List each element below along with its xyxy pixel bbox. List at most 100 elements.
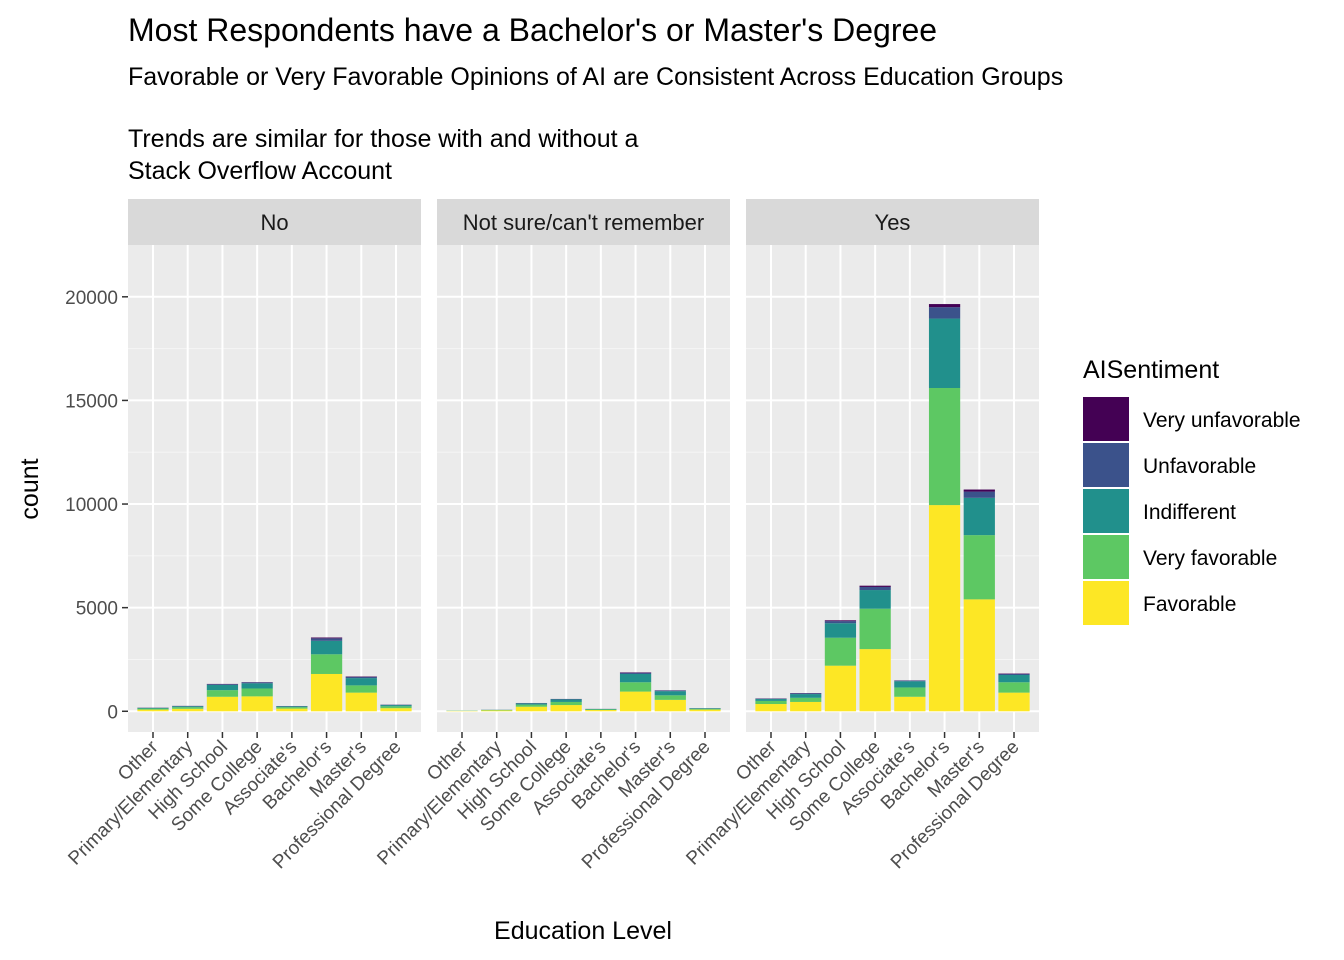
- legend-item-label: Very favorable: [1143, 547, 1277, 570]
- bar-segment: [172, 706, 204, 708]
- legend-item-label: Very unfavorable: [1143, 409, 1301, 432]
- facet-strip: [128, 199, 421, 245]
- bar-segment: [755, 699, 787, 701]
- bar-segment: [380, 708, 412, 712]
- bar-segment: [689, 709, 721, 712]
- bar-segment: [206, 690, 239, 697]
- facet-panel: Not sure/can't rememberOtherPrimary/Elem…: [373, 199, 730, 873]
- bar-segment: [790, 694, 822, 698]
- bar-segment: [755, 704, 787, 712]
- bar-segment: [206, 684, 239, 691]
- bar-segment: [963, 491, 995, 498]
- facet-strip-label: Not sure/can't remember: [463, 210, 704, 235]
- bar-segment: [859, 586, 891, 591]
- bar-segment: [790, 701, 822, 712]
- panel-background: [746, 245, 1039, 732]
- bar-segment: [928, 318, 961, 388]
- bar-segment: [928, 304, 961, 308]
- bar-segment: [654, 695, 686, 700]
- legend-swatch: [1083, 535, 1129, 579]
- bar-segment: [619, 672, 652, 674]
- legend-swatch: [1083, 397, 1129, 441]
- bar-segment: [550, 705, 582, 712]
- y-tick-label: 0: [107, 702, 118, 723]
- bar-segment: [241, 682, 273, 684]
- bar-segment: [755, 700, 787, 705]
- bar-segment: [310, 637, 343, 639]
- bar-segment: [137, 707, 169, 709]
- bar-segment: [585, 710, 617, 712]
- bar-segment: [859, 649, 891, 712]
- bar-segment: [345, 692, 377, 712]
- bar-segment: [276, 707, 308, 709]
- bar-segment: [276, 706, 308, 708]
- bar-segment: [310, 673, 343, 712]
- y-tick-label: 15000: [65, 391, 118, 412]
- bar-segment: [824, 621, 857, 624]
- bar-segment: [928, 505, 961, 712]
- bar-segment: [998, 692, 1030, 712]
- chart-subtitle-line-1: Favorable or Very Favorable Opinions of …: [128, 63, 1063, 91]
- bar-segment: [241, 683, 273, 689]
- legend-swatch: [1083, 443, 1129, 487]
- bar-segment: [963, 497, 995, 536]
- legend-swatch: [1083, 581, 1129, 625]
- bar-segment: [790, 693, 822, 695]
- bar-segment: [345, 678, 377, 686]
- y-axis-title: count: [16, 458, 44, 519]
- bar-segment: [963, 535, 995, 600]
- bar-segment: [310, 654, 343, 674]
- bar-segment: [585, 709, 617, 711]
- bar-segment: [619, 673, 652, 683]
- bar-segment: [550, 699, 582, 702]
- chart-subtitle-line-3: Trends are similar for those with and wi…: [128, 125, 639, 153]
- bar-segment: [515, 706, 548, 712]
- bar-segment: [515, 704, 548, 707]
- bar-segment: [172, 708, 204, 712]
- bar-segment: [515, 703, 548, 705]
- legend-item-label: Favorable: [1143, 593, 1236, 616]
- bar-segment: [894, 696, 926, 712]
- bar-segment: [206, 696, 239, 712]
- bar-segment: [310, 638, 343, 641]
- bar-segment: [824, 623, 857, 638]
- bar-segment: [550, 701, 582, 706]
- bar-segment: [654, 699, 686, 712]
- bar-segment: [172, 707, 204, 709]
- y-tick-label: 20000: [65, 288, 118, 309]
- bar-segment: [998, 682, 1030, 693]
- facet-strip-label: No: [260, 210, 288, 235]
- panel-background: [128, 245, 421, 732]
- bar-segment: [928, 307, 961, 319]
- bar-segment: [928, 387, 961, 506]
- bar-segment: [619, 682, 652, 692]
- facet-strip: [746, 199, 1039, 245]
- facet-strip: [437, 199, 730, 245]
- bar-segment: [137, 708, 169, 710]
- bar-segment: [689, 708, 721, 709]
- bar-segment: [859, 590, 891, 609]
- x-axis-title: Education Level: [494, 917, 672, 945]
- chart-subtitle-line-4: Stack Overflow Account: [128, 157, 392, 185]
- bar-segment: [790, 697, 822, 702]
- y-tick-label: 10000: [65, 495, 118, 516]
- bar-segment: [824, 665, 857, 712]
- y-tick-label: 5000: [76, 599, 118, 620]
- bar-segment: [276, 708, 308, 712]
- bar-segment: [241, 688, 273, 697]
- bar-segment: [380, 705, 412, 707]
- legend: AISentiment Very unfavorable Unfavorable I…: [1083, 356, 1301, 625]
- bar-segment: [619, 691, 652, 712]
- bar-segment: [345, 676, 377, 679]
- legend-item-label: Indifferent: [1143, 501, 1236, 524]
- bar-segment: [345, 685, 377, 693]
- bar-segment: [894, 681, 926, 688]
- bar-segment: [689, 708, 721, 710]
- bar-segment: [310, 640, 343, 655]
- bar-segment: [859, 585, 891, 587]
- legend-title: AISentiment: [1083, 356, 1219, 384]
